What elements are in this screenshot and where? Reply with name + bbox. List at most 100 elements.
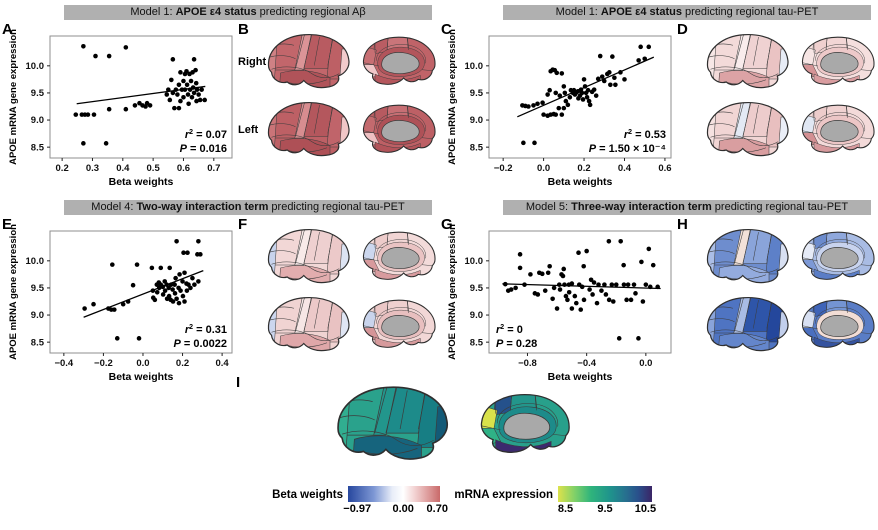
brain-left-lateral [706,101,789,156]
svg-text:0.2: 0.2 [56,163,69,174]
brain-left-medial [801,299,875,348]
brain-right-medial [362,231,436,280]
brain-right-medial [801,231,875,280]
panel-letter-c: C [441,21,452,38]
svg-text:P = 0.016: P = 0.016 [180,143,227,155]
panel-group-model1-tau: Model 1: APOE ε4 status predicting regio… [439,0,878,195]
colorbar-mrna-expression-label: mRNA expression [454,489,553,501]
brain-left-lateral [267,101,350,156]
header-suffix: predicting regional tau-PET [711,201,849,213]
svg-text:Beta weights: Beta weights [548,371,613,383]
svg-text:9.0: 9.0 [470,115,483,126]
brain-row-right [264,223,439,291]
brain-left-medial [362,299,436,348]
brain-lateral-i [337,386,449,460]
brain-left-medial [362,104,436,153]
panel-letter-e: E [2,216,13,233]
svg-text:−0.8: −0.8 [518,358,537,369]
svg-text:r2 = 0.31: r2 = 0.31 [185,324,227,336]
svg-text:APOE mRNA gene expression: APOE mRNA gene expression [8,224,19,360]
svg-text:0.0: 0.0 [639,358,652,369]
header-term: APOE ε4 status [175,6,257,18]
panel-group-model4: Model 4: Two-way interaction term predic… [0,195,439,390]
header-suffix: predicting regional tau-PET [681,6,819,18]
scatter-plot-g: −0.8 −0.4 0.0 8.5 9.0 9.5 10.0 Beta weights APOE… [447,224,672,383]
hemisphere-label-right: Right [238,56,267,68]
panel-group-model1-abeta: Model 1: APOE ε4 status predicting regio… [0,0,439,195]
panel-letter-d: D [677,21,688,38]
svg-text:0.2: 0.2 [577,163,590,174]
brain-left-medial [801,104,875,153]
model-header-3: Model 4: Two-way interaction term predic… [64,200,432,215]
svg-text:r2 = 0.07: r2 = 0.07 [185,129,227,141]
svg-text:−0.2: −0.2 [94,358,113,369]
svg-text:9.5: 9.5 [31,88,45,99]
brain-maps-i [332,382,574,468]
svg-text:Beta weights: Beta weights [548,176,613,188]
svg-text:0.2: 0.2 [176,358,189,369]
svg-text:8.5: 8.5 [31,337,45,348]
brain-left-lateral [706,296,789,351]
brain-medial-i [480,394,570,453]
svg-text:8.5: 8.5 [31,142,45,153]
brain-row-left [264,291,439,359]
header-term: APOE ε4 status [600,6,682,18]
model-header-2: Model 1: APOE ε4 status predicting regio… [503,5,871,20]
svg-text:0.7: 0.7 [207,163,220,174]
svg-text:10.0: 10.0 [26,61,45,72]
model-header-1: Model 1: APOE ε4 status predicting regio… [64,5,432,20]
brain-maps-h [703,223,878,359]
colorbar-tick: 0.70 [426,503,448,515]
panel-letter-i: I [236,374,241,391]
panel-group-model5: Model 5: Three-way interaction term pred… [439,195,878,390]
svg-text:9.5: 9.5 [470,283,484,294]
brain-row-right [703,223,878,291]
header-prefix: Model 5: [525,201,572,213]
panel-letter-b: B [238,21,249,38]
svg-text:0.4: 0.4 [618,163,632,174]
svg-text:APOE mRNA gene expression: APOE mRNA gene expression [447,224,458,360]
svg-text:9.0: 9.0 [31,115,44,126]
svg-text:APOE mRNA gene expression: APOE mRNA gene expression [8,29,19,165]
svg-text:8.5: 8.5 [470,337,484,348]
svg-text:0.4: 0.4 [215,358,229,369]
svg-text:0.0: 0.0 [537,163,550,174]
brain-left-lateral [267,296,350,351]
header-term: Two-way interaction term [136,201,269,213]
colorbar-tick: 9.5 [597,503,613,515]
colorbar-mrna-expression: mRNA expression 8.5 9.5 10.5 [454,486,656,515]
svg-text:0.3: 0.3 [86,163,99,174]
brain-row-left [264,96,439,164]
header-prefix: Model 1: [130,6,176,18]
brain-row-right [703,28,878,96]
brain-maps-d [703,28,878,164]
svg-text:r2 = 0: r2 = 0 [496,324,523,336]
brain-right-lateral [706,228,789,283]
svg-text:P = 1.50 × 10⁻⁴: P = 1.50 × 10⁻⁴ [589,143,666,155]
svg-text:0.6: 0.6 [177,163,190,174]
colorbar-tick: −0.97 [343,503,372,515]
svg-text:0.5: 0.5 [147,163,161,174]
brain-right-lateral [267,33,350,88]
colorbar-beta-weights-label: Beta weights [272,489,343,501]
svg-text:0.6: 0.6 [658,163,671,174]
header-suffix: predicting regional tau-PET [268,201,405,213]
scatter-plot-e: −0.4 −0.2 0.0 0.2 0.4 8.5 9.0 9.5 10.0 Beta weigh… [8,224,233,383]
colorbar-tick: 0.00 [392,503,414,515]
colorbar-tick: 10.5 [634,503,657,515]
panel-group-i: I Beta weights −0.97 0.00 0.70 mRNA expres… [0,370,878,530]
svg-text:APOE mRNA gene expression: APOE mRNA gene expression [447,29,458,165]
header-prefix: Model 1: [555,6,601,18]
brain-maps-f [264,223,439,359]
panel-letter-g: G [441,216,453,233]
svg-text:Beta weights: Beta weights [109,176,174,188]
brain-right-medial [362,36,436,85]
brain-maps-b [264,28,439,164]
svg-text:9.0: 9.0 [31,310,44,321]
svg-text:9.0: 9.0 [470,310,483,321]
scatter-plot-c: −0.2 0.0 0.2 0.4 0.6 8.5 9.0 9.5 10.0 Beta weight… [447,29,672,188]
svg-text:r2 = 0.53: r2 = 0.53 [624,129,666,141]
svg-text:0.4: 0.4 [116,163,130,174]
svg-text:10.0: 10.0 [465,256,484,267]
